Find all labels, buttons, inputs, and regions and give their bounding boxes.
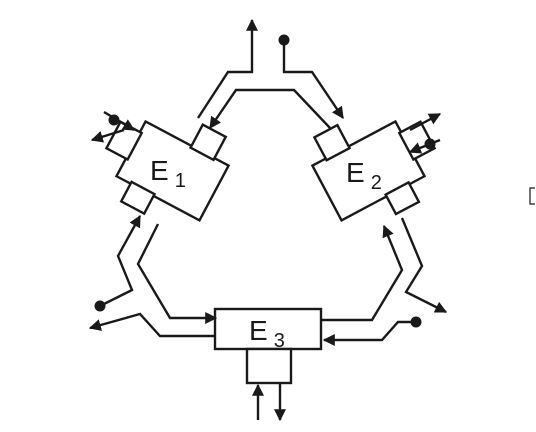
unit-box-e2-port-right (397, 120, 437, 162)
unit-label-e1-letter: E (150, 155, 169, 186)
source-dot-right-bottom (410, 316, 422, 328)
flow-right-outlet (400, 217, 448, 314)
flow-left-inlet (95, 214, 142, 310)
unit-box-e1 (104, 119, 231, 222)
unit-label-e3-letter: E (249, 315, 268, 346)
unit-box-e1-port-top (188, 123, 228, 162)
unit-label-e2-index: 2 (371, 172, 382, 194)
unit-label-e2-letter: E (346, 157, 365, 188)
unit-box-e2-port-top (312, 123, 352, 162)
unit-box-e1-port-bottom (119, 180, 157, 216)
flow-top-inlet (282, 40, 344, 119)
unit-box-e3 (213, 307, 323, 385)
source-dot-e2-lower (424, 138, 436, 150)
flow-e1-left-outlet (90, 128, 125, 143)
source-dots (94, 34, 436, 328)
flow-left-outlet (88, 312, 214, 338)
flow-right-up (322, 224, 404, 322)
unit-box-e2-port-bottom (383, 180, 421, 216)
unit-label-e3-index: 3 (274, 330, 285, 352)
unit-label-e1-index: 1 (175, 170, 186, 192)
unit-box-e3-stem (245, 347, 293, 385)
flow-left-down (136, 223, 218, 324)
unit-box-e2 (310, 119, 437, 222)
edge-bracket-mark (529, 187, 535, 205)
source-dot-e1-upper (108, 114, 120, 126)
source-dot-top (278, 34, 290, 46)
source-dot-left-bottom (94, 300, 106, 312)
flow-top-outlet (196, 18, 258, 119)
flow-top-return (209, 88, 331, 129)
flow-e2-right-outlet (409, 112, 442, 132)
flow-right-inlet (322, 320, 416, 346)
unit-box-e3-body (213, 307, 323, 351)
